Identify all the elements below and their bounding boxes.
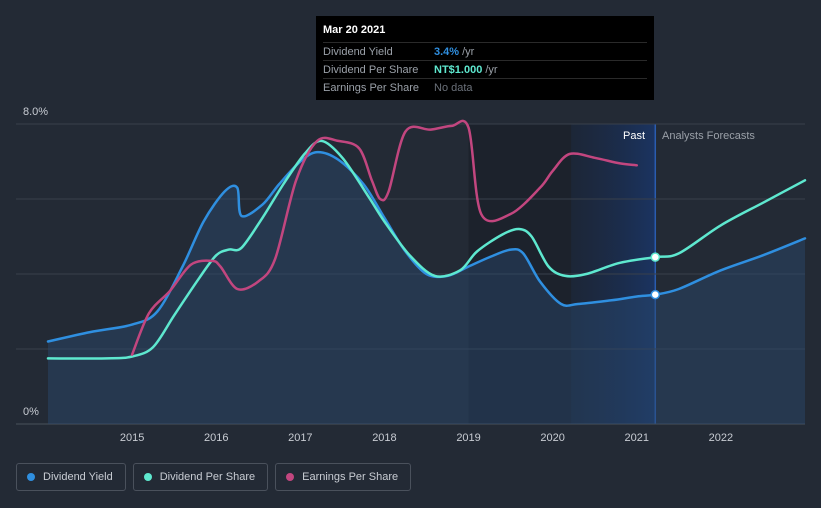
dividend-yield-marker <box>650 289 661 300</box>
x-tick-label: 2020 <box>540 432 564 444</box>
tooltip-value: 3.4% <box>434 45 460 58</box>
legend-dot-icon <box>286 473 295 481</box>
x-tick-label: 2017 <box>288 432 312 444</box>
x-tick-label: 2019 <box>456 432 480 444</box>
legend-item-dividend-yield[interactable]: Dividend Yield <box>16 463 126 491</box>
legend: Dividend Yield Dividend Per Share Earnin… <box>16 463 412 491</box>
tooltip-nodata: No data <box>434 81 473 94</box>
tooltip-row-dividend-per-share: Dividend Per Share NT$1.000 /yr <box>323 60 647 78</box>
tooltip-unit: /yr <box>462 45 475 58</box>
tooltip-label: Dividend Yield <box>323 45 393 58</box>
x-tick-label: 2018 <box>372 432 396 444</box>
tooltip-label: Dividend Per Share <box>323 63 419 76</box>
tooltip-unit: /yr <box>485 63 498 76</box>
past-label: Past <box>623 130 646 142</box>
tooltip-date: Mar 20 2021 <box>323 24 386 36</box>
legend-label: Dividend Yield <box>43 471 113 483</box>
legend-label: Dividend Per Share <box>159 471 256 483</box>
legend-label: Earnings Per Share <box>302 471 399 483</box>
legend-dot-icon <box>143 473 152 481</box>
dividend-yield-area <box>48 152 805 424</box>
y-max-label: 8.0% <box>23 106 49 118</box>
x-tick-label: 2015 <box>120 432 144 444</box>
x-tick-label: 2021 <box>625 432 649 444</box>
tooltip: Mar 20 2021 Dividend Yield 3.4% /yr Divi… <box>316 16 654 100</box>
x-tick-label: 2016 <box>204 432 228 444</box>
earnings-per-share-line <box>130 119 639 356</box>
tooltip-row-earnings-per-share: Earnings Per Share No data <box>323 78 647 96</box>
legend-item-dividend-per-share[interactable]: Dividend Per Share <box>132 463 269 491</box>
forecast-label: Analysts Forecasts <box>662 130 755 142</box>
y-min-label: 0% <box>23 406 39 418</box>
tooltip-row-dividend-yield: Dividend Yield 3.4% /yr <box>323 42 647 60</box>
dividend-per-share-line <box>46 139 807 360</box>
x-tick-label: 2022 <box>709 432 733 444</box>
dividend-per-share-marker <box>650 252 661 262</box>
tooltip-label: Earnings Per Share <box>323 81 419 94</box>
tooltip-value: NT$1.000 <box>434 63 483 76</box>
legend-item-earnings-per-share[interactable]: Earnings Per Share <box>275 463 412 491</box>
legend-dot-icon <box>27 473 35 481</box>
